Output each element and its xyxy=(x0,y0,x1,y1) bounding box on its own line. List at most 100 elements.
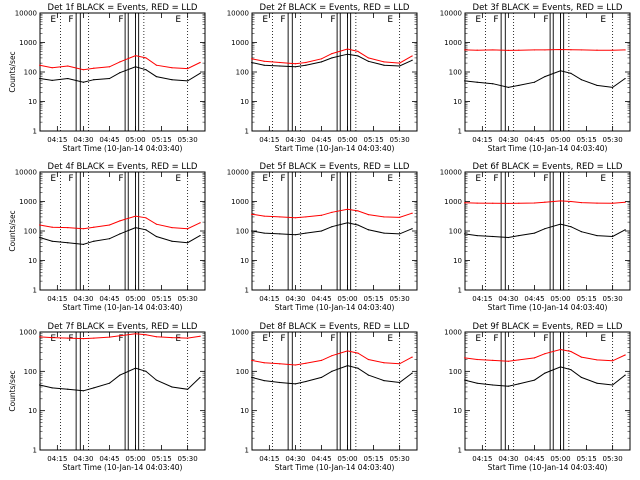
data-point-events xyxy=(67,242,69,244)
data-point-events xyxy=(559,366,562,368)
region-marker-E: E xyxy=(262,174,268,184)
data-point-lld xyxy=(279,216,281,218)
data-point-events xyxy=(559,223,562,225)
data-point-lld xyxy=(399,363,401,365)
data-point-events xyxy=(346,222,349,224)
data-point-events xyxy=(134,227,137,229)
x-axis-label: Start Time (10-Jan-14 04:03:40) xyxy=(275,144,395,153)
x-tick-label: 05:00 xyxy=(337,136,357,144)
x-tick-label: 05:00 xyxy=(125,455,145,463)
data-point-events xyxy=(580,376,582,379)
x-tick-label: 04:45 xyxy=(524,455,544,463)
x-axis-label: Start Time (10-Jan-14 04:03:40) xyxy=(275,303,395,312)
data-point-events xyxy=(518,234,520,237)
data-point-events xyxy=(331,226,333,228)
data-point-lld xyxy=(596,202,598,204)
x-tick-label: 04:15 xyxy=(259,295,279,303)
data-point-lld xyxy=(544,201,546,203)
data-point-lld xyxy=(399,62,401,64)
y-tick-label: 1000 xyxy=(444,198,462,206)
data-point-events xyxy=(464,80,466,82)
data-point-events xyxy=(187,242,189,244)
data-point-events xyxy=(67,388,69,390)
data-point-events xyxy=(305,64,307,66)
region-marker-E: E xyxy=(175,174,181,184)
data-point-lld xyxy=(145,217,147,219)
data-point-lld xyxy=(171,227,173,229)
data-point-lld xyxy=(263,362,265,364)
data-point-events xyxy=(612,384,614,386)
data-point-events xyxy=(199,376,201,379)
data-point-events xyxy=(533,232,536,234)
data-point-lld xyxy=(518,202,520,204)
x-tick-label: 05:15 xyxy=(151,455,171,463)
data-point-events xyxy=(294,66,297,68)
data-point-events xyxy=(251,61,253,64)
data-point-lld xyxy=(294,217,297,219)
data-point-events xyxy=(155,75,157,78)
y-tick-label: 100 xyxy=(236,69,249,77)
data-point-lld xyxy=(476,202,478,204)
data-point-events xyxy=(533,81,536,83)
region-marker-F: F xyxy=(493,334,498,344)
x-tick-label: 04:15 xyxy=(472,295,492,303)
series-line-events xyxy=(39,227,201,245)
y-tick-label: 10 xyxy=(453,407,462,415)
y-tick-label: 100 xyxy=(449,69,462,77)
data-point-lld xyxy=(507,49,510,51)
data-point-events xyxy=(507,86,510,89)
x-tick-label: 04:45 xyxy=(524,136,544,144)
data-point-lld xyxy=(559,48,562,51)
series-line-events xyxy=(251,53,413,68)
series-line-lld xyxy=(39,215,201,230)
data-point-lld xyxy=(294,63,297,65)
data-point-events xyxy=(199,234,201,237)
x-tick-label: 05:30 xyxy=(390,136,410,144)
data-point-lld xyxy=(119,220,121,222)
x-tick-label: 04:30 xyxy=(498,295,518,303)
data-point-lld xyxy=(279,61,281,64)
data-point-lld xyxy=(357,210,359,212)
data-point-lld xyxy=(346,48,349,50)
y-tick-label: 10 xyxy=(240,257,249,265)
data-point-events xyxy=(263,380,265,382)
y-tick-label: 100 xyxy=(236,368,249,376)
data-point-events xyxy=(492,235,494,238)
region-marker-E: E xyxy=(600,334,606,344)
data-point-events xyxy=(108,238,111,240)
data-point-lld xyxy=(492,359,494,361)
data-point-lld xyxy=(320,58,323,60)
plot-frame xyxy=(464,12,631,132)
series-line-lld xyxy=(251,48,413,65)
data-point-events xyxy=(346,53,349,55)
y-tick-label: 10 xyxy=(453,98,462,106)
data-point-lld xyxy=(82,228,85,230)
x-tick-label: 04:45 xyxy=(311,295,331,303)
data-point-lld xyxy=(82,69,85,71)
x-tick-label: 05:30 xyxy=(603,455,623,463)
x-axis-label: Start Time (10-Jan-14 04:03:40) xyxy=(63,303,183,312)
y-tick-label: 10000 xyxy=(227,169,249,177)
data-point-lld xyxy=(82,337,85,340)
data-point-events xyxy=(580,79,582,81)
data-point-events xyxy=(263,64,265,66)
x-tick-label: 05:30 xyxy=(390,295,410,303)
data-point-events xyxy=(596,234,598,237)
data-point-events xyxy=(411,59,413,61)
chart-title: Det 3f BLACK = Events, RED = LLD xyxy=(473,3,623,13)
series-line-events xyxy=(251,222,413,236)
y-tick-label: 100 xyxy=(24,69,37,77)
data-point-lld xyxy=(251,213,253,215)
data-point-lld xyxy=(492,49,494,51)
data-point-events xyxy=(399,65,401,67)
data-point-events xyxy=(171,79,173,81)
y-axis-label: Counts/sec xyxy=(8,370,17,411)
y-tick-label: 1 xyxy=(33,287,37,295)
x-tick-label: 05:00 xyxy=(550,136,570,144)
data-point-events xyxy=(357,224,359,226)
data-point-lld xyxy=(580,49,582,51)
y-tick-label: 1000 xyxy=(19,39,37,47)
plot-frame xyxy=(251,12,418,132)
data-point-events xyxy=(279,65,281,67)
data-point-events xyxy=(357,367,359,369)
